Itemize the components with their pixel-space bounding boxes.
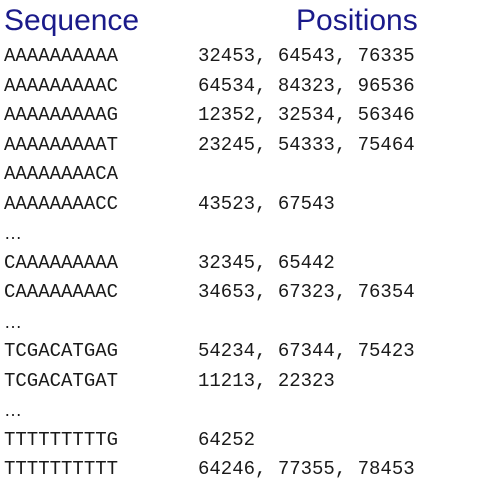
table-row: TTTTTTTTTT 64246, 77355, 78453 <box>0 455 480 485</box>
table-row: AAAAAAAAAC 64534, 84323, 96536 <box>0 72 480 102</box>
table-row: TCGACATGAG 54234, 67344, 75423 <box>0 337 480 367</box>
ellipsis-row: … <box>0 308 480 338</box>
ellipsis-row: … <box>0 219 480 249</box>
table-row: AAAAAAAACA <box>0 160 480 190</box>
table-row: TCGACATGAT 11213, 22323 <box>0 367 480 397</box>
positions-cell: 64246, 77355, 78453 <box>198 458 415 480</box>
sequence-cell: TTTTTTTTTT <box>4 458 119 480</box>
positions-cell: 32453, 64543, 76335 <box>198 45 415 67</box>
sequence-cell: AAAAAAAACA <box>4 163 119 185</box>
sequence-cell: AAAAAAAAAA <box>4 45 119 67</box>
ellipsis-marker: … <box>4 400 22 420</box>
positions-column-header: Positions <box>296 4 418 37</box>
sequence-cell: CAAAAAAAAA <box>4 251 119 274</box>
table-body: AAAAAAAAAA 32453, 64543, 76335 AAAAAAAAA… <box>0 42 480 485</box>
sequence-cell: TCGACATGAT <box>4 369 119 392</box>
sequence-cell: TTTTTTTTTG <box>4 428 119 451</box>
table-row: AAAAAAAAAA 32453, 64543, 76335 <box>0 42 480 72</box>
ellipsis-marker: … <box>4 311 22 332</box>
positions-cell: 64534, 84323, 96536 <box>198 74 415 97</box>
sequence-cell: CAAAAAAAAC <box>4 281 119 303</box>
table-row: AAAAAAAACC 43523, 67543 <box>0 190 480 220</box>
sequence-cell: AAAAAAAAAG <box>4 104 119 126</box>
table-row: CAAAAAAAAA 32345, 65442 <box>0 249 480 279</box>
table-row: AAAAAAAAAT 23245, 54333, 75464 <box>0 131 480 161</box>
positions-cell: 54234, 67344, 75423 <box>198 340 415 362</box>
table-row: CAAAAAAAAC 34653, 67323, 76354 <box>0 278 480 308</box>
sequence-cell: AAAAAAAAAC <box>4 74 119 97</box>
positions-cell: 43523, 67543 <box>198 192 335 215</box>
table-row: AAAAAAAAAG 12352, 32534, 56346 <box>0 101 480 131</box>
ellipsis-row: … <box>0 396 480 426</box>
sequence-cell: AAAAAAAAAT <box>4 133 119 156</box>
positions-cell: 32345, 65442 <box>198 251 335 274</box>
ellipsis-marker: … <box>4 223 22 243</box>
table-row: TTTTTTTTTG 64252 <box>0 426 480 456</box>
positions-cell: 23245, 54333, 75464 <box>198 133 415 156</box>
sequence-column-header: Sequence <box>4 4 140 37</box>
sequence-cell: AAAAAAAACC <box>4 192 119 215</box>
table-header: Sequence Positions <box>0 0 480 42</box>
positions-cell: 34653, 67323, 76354 <box>198 281 415 303</box>
sequence-cell: TCGACATGAG <box>4 340 119 362</box>
positions-cell: 12352, 32534, 56346 <box>198 104 415 126</box>
positions-cell: 11213, 22323 <box>198 369 335 392</box>
positions-cell: 64252 <box>198 428 256 451</box>
